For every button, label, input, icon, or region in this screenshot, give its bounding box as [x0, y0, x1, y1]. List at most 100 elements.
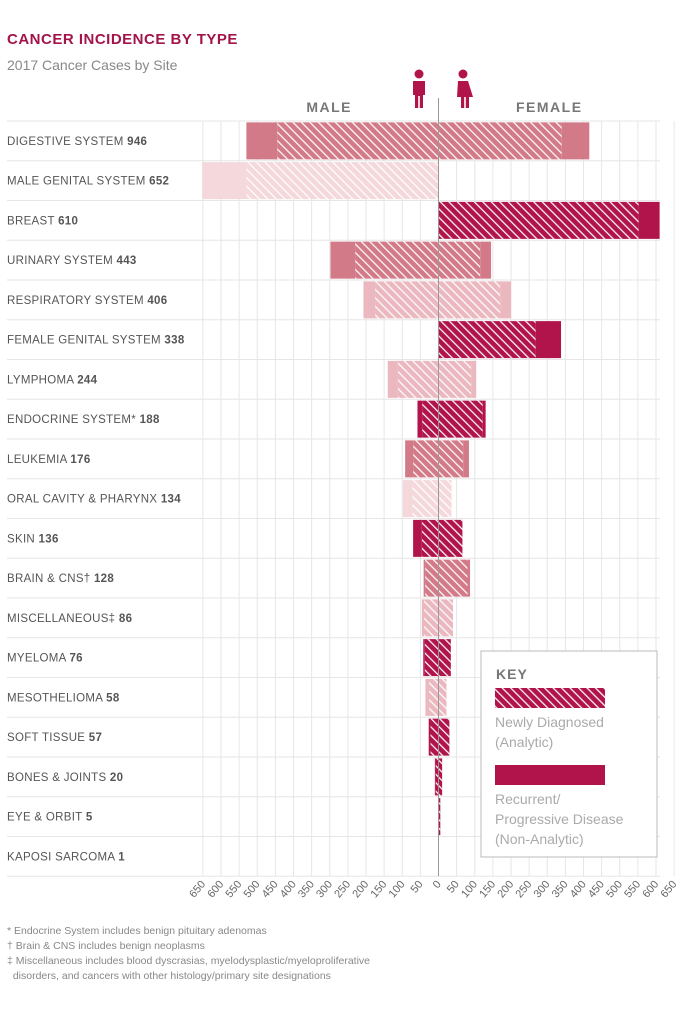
- footnote-misc: ‡ Miscellaneous includes blood dyscrasia…: [7, 955, 370, 967]
- x-tick-label: 300: [314, 878, 335, 900]
- category-name: DIGESTIVE SYSTEM: [7, 136, 127, 148]
- category-name: URINARY SYSTEM: [7, 255, 117, 267]
- category-label: URINARY SYSTEM 443: [7, 255, 137, 267]
- x-tick-label: 350: [550, 878, 571, 900]
- male-header: MALE: [306, 99, 352, 115]
- bar-female-recurrent: [535, 321, 562, 359]
- category-total: 57: [89, 732, 102, 744]
- category-name: MALE GENITAL SYSTEM: [7, 176, 149, 188]
- category-name: LYMPHOMA: [7, 374, 77, 386]
- bar-male-new-hatch: [425, 559, 439, 597]
- legend-label-recurrent-2: Progressive Disease: [495, 811, 624, 827]
- x-tick-label: 450: [586, 878, 607, 900]
- x-tick-label: 100: [459, 878, 480, 900]
- category-label: SKIN 136: [7, 533, 59, 545]
- category-label: EYE & ORBIT 5: [7, 812, 93, 824]
- category-label: BONES & JOINTS 20: [7, 772, 123, 784]
- x-tick-label: 200: [350, 878, 371, 900]
- female-person-icon: [456, 69, 473, 108]
- chart-title: CANCER INCIDENCE BY TYPE: [7, 31, 238, 48]
- legend-label-new-2: (Analytic): [495, 734, 553, 750]
- bar-female-new-hatch: [438, 281, 501, 319]
- legend-title: KEY: [496, 666, 528, 682]
- category-total: 176: [70, 454, 90, 466]
- bar-male-recurrent: [363, 281, 376, 319]
- bar-female-new-hatch: [438, 519, 463, 557]
- bar-male-recurrent: [421, 599, 424, 637]
- category-total: 443: [117, 255, 137, 267]
- bar-male-new-hatch: [355, 241, 439, 279]
- bar-male-new-hatch: [435, 758, 439, 796]
- x-tick-label: 0: [431, 878, 444, 890]
- bar-female-new-hatch: [438, 321, 536, 359]
- bar-female-new-hatch: [438, 599, 453, 637]
- category-name: ENDOCRINE SYSTEM*: [7, 414, 140, 426]
- x-tick-label: 450: [260, 878, 281, 900]
- bar-male-recurrent: [417, 400, 423, 438]
- category-label: MYELOMA 76: [7, 653, 83, 665]
- category-name: RESPIRATORY SYSTEM: [7, 295, 147, 307]
- category-name: BRAIN & CNS†: [7, 573, 94, 585]
- bar-female-new-hatch: [438, 360, 472, 398]
- bar-male-recurrent: [425, 678, 430, 716]
- legend-swatch-new-hatch: [495, 688, 605, 708]
- bar-female-new-hatch: [438, 201, 639, 239]
- category-label: SOFT TISSUE 57: [7, 732, 102, 744]
- category-label: RESPIRATORY SYSTEM 406: [7, 295, 167, 307]
- category-label: ORAL CAVITY & PHARYNX 134: [7, 494, 181, 506]
- bar-male-new-hatch: [422, 400, 439, 438]
- category-total: 946: [127, 136, 147, 148]
- bar-male-new-hatch: [397, 360, 439, 398]
- category-name: MYELOMA: [7, 653, 69, 665]
- bar-male-new-hatch: [413, 440, 439, 478]
- x-tick-label: 50: [409, 878, 426, 895]
- bar-male-new-hatch: [412, 480, 439, 518]
- x-tick-label: 100: [387, 878, 408, 900]
- bar-male-recurrent: [428, 718, 431, 756]
- category-total: 406: [147, 295, 167, 307]
- x-tick-label: 400: [568, 878, 589, 900]
- x-tick-label: 300: [532, 878, 553, 900]
- bar-male-recurrent: [413, 519, 422, 557]
- bar-male-recurrent: [423, 559, 426, 597]
- category-total: 134: [161, 494, 181, 506]
- x-tick-label: 250: [332, 878, 353, 900]
- category-total: 188: [140, 414, 160, 426]
- category-label: ENDOCRINE SYSTEM* 188: [7, 414, 160, 426]
- x-tick-label: 500: [242, 878, 263, 900]
- category-name: KAPOSI SARCOMA: [7, 851, 118, 863]
- category-label: BREAST 610: [7, 215, 78, 227]
- bar-male-recurrent: [387, 360, 398, 398]
- category-total: 128: [94, 573, 114, 585]
- bar-male-recurrent: [405, 440, 414, 478]
- category-total: 5: [86, 812, 93, 824]
- bar-female-new-hatch: [438, 758, 443, 796]
- legend-label-recurrent: Recurrent/: [495, 791, 560, 807]
- category-label: LEUKEMIA 176: [7, 454, 91, 466]
- category-label: MALE GENITAL SYSTEM 652: [7, 176, 169, 188]
- legend-box: [480, 650, 658, 858]
- bar-female-recurrent: [467, 559, 471, 597]
- bar-female-recurrent: [561, 122, 590, 160]
- category-label: MISCELLANEOUS‡ 86: [7, 613, 132, 625]
- footnotes: * Endocrine System includes benign pitui…: [7, 924, 370, 984]
- bar-male-new-hatch: [375, 281, 439, 319]
- x-tick-label: 600: [205, 878, 226, 900]
- category-name: SKIN: [7, 533, 39, 545]
- category-name: BONES & JOINTS: [7, 772, 110, 784]
- bar-female-recurrent: [500, 281, 511, 319]
- bar-female-recurrent: [638, 201, 660, 239]
- bar-male-new-hatch: [246, 162, 439, 200]
- x-tick-label: 400: [278, 878, 299, 900]
- category-label: FEMALE GENITAL SYSTEM 338: [7, 335, 185, 347]
- legend-swatch-recurrent: [495, 765, 605, 785]
- bar-male-recurrent: [423, 639, 425, 677]
- category-total: 20: [110, 772, 123, 784]
- category-total: 338: [164, 335, 184, 347]
- category-name: LEUKEMIA: [7, 454, 70, 466]
- category-total: 86: [119, 613, 132, 625]
- bar-female-recurrent: [482, 400, 486, 438]
- bar-female-recurrent: [463, 440, 469, 478]
- category-label: KAPOSI SARCOMA 1: [7, 851, 125, 863]
- category-label: MESOTHELIOMA 58: [7, 692, 120, 704]
